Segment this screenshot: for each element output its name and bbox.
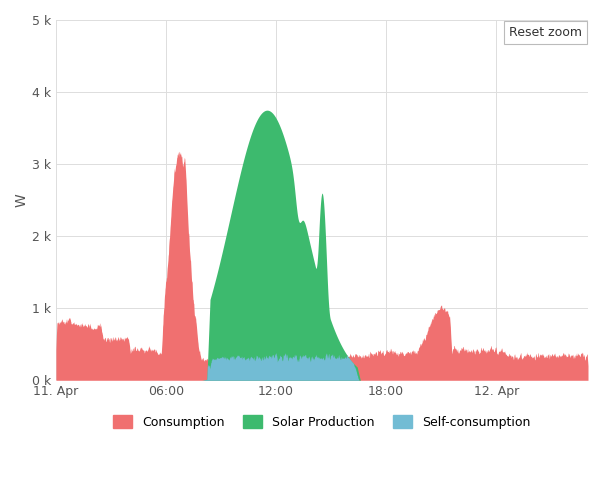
Text: Reset zoom: Reset zoom xyxy=(510,26,582,38)
Legend: Consumption, Solar Production, Self-consumption: Consumption, Solar Production, Self-cons… xyxy=(107,409,537,435)
Y-axis label: W: W xyxy=(15,193,29,207)
